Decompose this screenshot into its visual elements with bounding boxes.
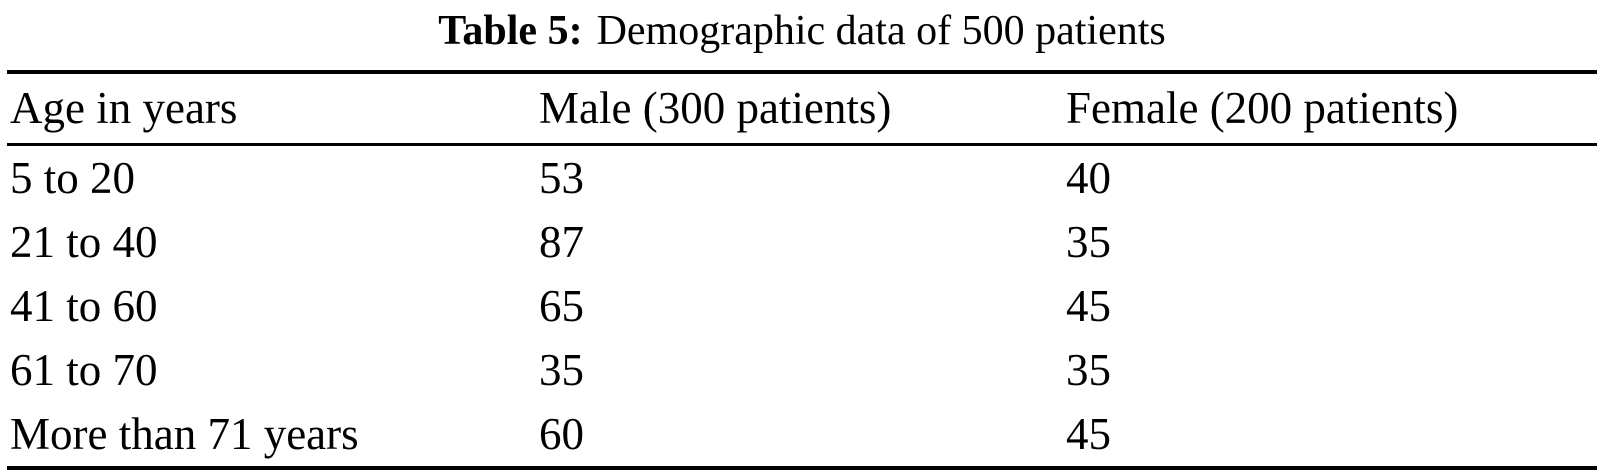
male-cell: 35 [539, 344, 584, 395]
male-cell: 60 [539, 402, 1066, 470]
male-cell: 65 [539, 280, 584, 331]
age-cell: 21 to 40 [10, 216, 158, 267]
table-caption-label: Table 5: [438, 8, 583, 54]
age-cell: 61 to 70 [10, 344, 158, 395]
female-cell: 45 [1066, 402, 1597, 470]
table-row: 5 to 20 53 40 [7, 145, 1597, 211]
female-cell: 45 [1066, 280, 1111, 331]
male-cell: 53 [539, 152, 584, 203]
table-row: 21 to 40 87 35 [7, 210, 1597, 274]
age-cell: More than 71 years [7, 402, 539, 470]
female-cell: 35 [1066, 344, 1111, 395]
header-row: Age in years Male (300 patients) Female … [7, 70, 1597, 146]
female-cell: 35 [1066, 216, 1111, 267]
age-cell: 41 to 60 [10, 280, 158, 331]
table-row: 41 to 60 65 45 [7, 274, 1597, 338]
demographics-table: Age in years Male (300 patients) Female … [7, 70, 1597, 470]
female-cell: 40 [1066, 152, 1111, 203]
column-header-female: Female (200 patients) [1066, 70, 1597, 146]
age-cell: 5 to 20 [10, 152, 136, 203]
table-caption: Table 5: Demographic data of 500 patients [0, 0, 1604, 70]
column-header-age: Age in years [7, 70, 539, 146]
male-cell: 87 [539, 216, 584, 267]
table-caption-text: Demographic data of 500 patients [596, 8, 1166, 54]
table-row: 61 to 70 35 35 [7, 338, 1597, 402]
table-row: More than 71 years 60 45 [7, 402, 1597, 470]
column-header-male: Male (300 patients) [539, 70, 1066, 146]
